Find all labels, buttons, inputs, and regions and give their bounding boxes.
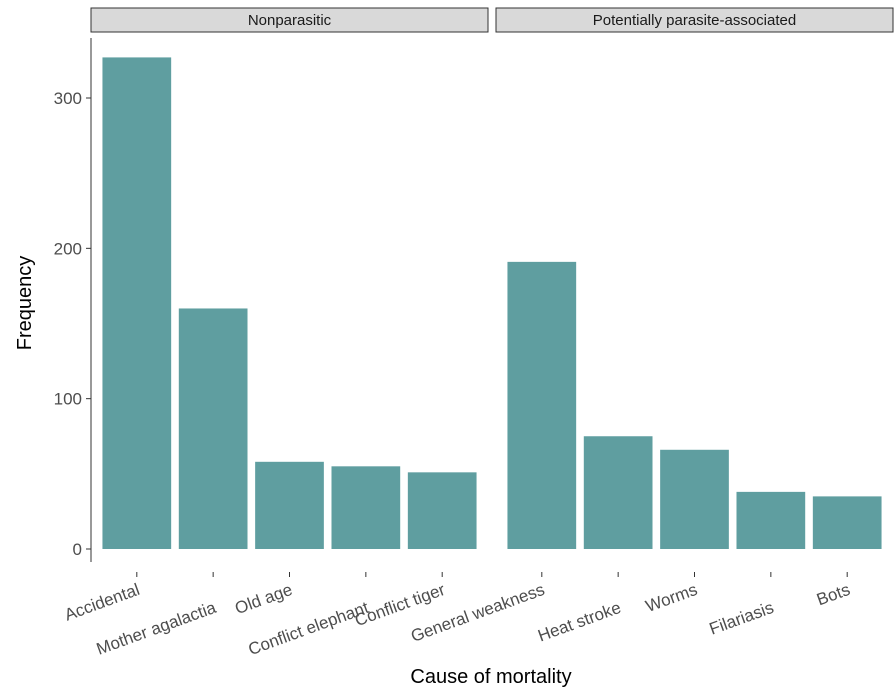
y-tick-label: 0 bbox=[73, 540, 82, 559]
x-tick-label: Accidental bbox=[62, 580, 142, 625]
bar bbox=[583, 436, 653, 549]
x-axis-title: Cause of mortality bbox=[410, 666, 571, 688]
strip-nonparasitic-box bbox=[90, 7, 489, 33]
y-tick-label: 100 bbox=[54, 390, 82, 409]
bar bbox=[102, 57, 172, 549]
y-tick-label: 200 bbox=[54, 239, 82, 258]
bar bbox=[255, 461, 324, 549]
y-axis-title: Frequency bbox=[14, 256, 36, 351]
x-tick-label: Old age bbox=[232, 580, 294, 618]
strip-nonparasitic: Nonparasitic bbox=[90, 7, 489, 33]
strip-parasite-box bbox=[495, 7, 894, 33]
bar bbox=[178, 308, 248, 549]
strip-nonparasitic-label: Nonparasitic bbox=[248, 12, 332, 29]
bar bbox=[812, 496, 882, 549]
x-tick-label: Worms bbox=[643, 580, 700, 616]
bar bbox=[736, 491, 806, 549]
bar bbox=[660, 449, 729, 549]
x-tick-label: Filariasis bbox=[707, 598, 777, 639]
x-tick-label: Bots bbox=[814, 580, 852, 609]
bars bbox=[102, 57, 882, 549]
bar bbox=[507, 261, 577, 549]
y-tick-label: 300 bbox=[54, 89, 82, 108]
bar bbox=[407, 472, 477, 549]
x-tick-label: Heat stroke bbox=[535, 598, 623, 646]
strip-parasite: Potentially parasite-associated bbox=[495, 7, 894, 33]
bar bbox=[331, 466, 401, 549]
y-axis-ticks: 0 100 200 300 bbox=[54, 89, 91, 559]
strip-parasite-label: Potentially parasite-associated bbox=[593, 12, 796, 29]
